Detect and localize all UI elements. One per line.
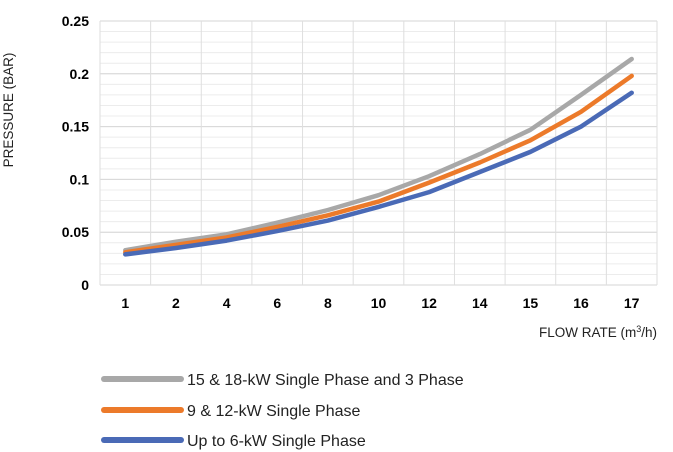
y-tick-label: 0.05	[62, 224, 89, 240]
y-tick-label: 0	[81, 277, 89, 293]
series-line-2	[123, 73, 634, 255]
x-tick-label: 2	[172, 295, 180, 311]
x-axis-title-sup: 3	[636, 324, 641, 334]
y-axis-ticks: 0 0.05 0.1 0.15 0.2 0.25	[62, 13, 89, 293]
x-tick-label: 6	[273, 295, 281, 311]
x-axis-ticks: 1 2 4 6 8 10 12 14 15 16 17	[121, 295, 639, 311]
grid	[99, 20, 658, 286]
y-tick-label: 0.25	[62, 13, 89, 29]
legend-label-2: 9 & 12-kW Single Phase	[187, 403, 361, 420]
x-tick-label: 12	[421, 295, 437, 311]
x-axis-title-tail: /h)	[641, 325, 657, 340]
legend-label-3: Up to 6-kW Single Phase	[187, 433, 366, 450]
y-tick-label: 0.1	[70, 171, 90, 187]
legend: 15 & 18-kW Single Phase and 3 Phase 9 & 1…	[101, 372, 464, 450]
series-line-1	[123, 56, 634, 253]
x-tick-label: 1	[121, 295, 129, 311]
y-tick-label: 0.2	[70, 66, 90, 82]
y-axis-title: PRESSURE (BAR)	[1, 53, 16, 168]
x-tick-label: 14	[472, 295, 488, 311]
x-tick-label: 15	[523, 295, 539, 311]
series-line-3	[123, 90, 634, 257]
x-tick-label: 4	[223, 295, 231, 311]
x-axis-title-main: FLOW RATE (m	[539, 325, 636, 340]
x-tick-label: 10	[371, 295, 387, 311]
legend-label-1: 15 & 18-kW Single Phase and 3 Phase	[187, 372, 464, 389]
series-lines	[123, 56, 634, 257]
x-tick-label: 16	[573, 295, 589, 311]
x-tick-label: 17	[624, 295, 640, 311]
y-tick-label: 0.15	[62, 119, 89, 135]
x-axis-title: FLOW RATE (m3/h)	[539, 324, 657, 340]
x-tick-label: 8	[324, 295, 332, 311]
